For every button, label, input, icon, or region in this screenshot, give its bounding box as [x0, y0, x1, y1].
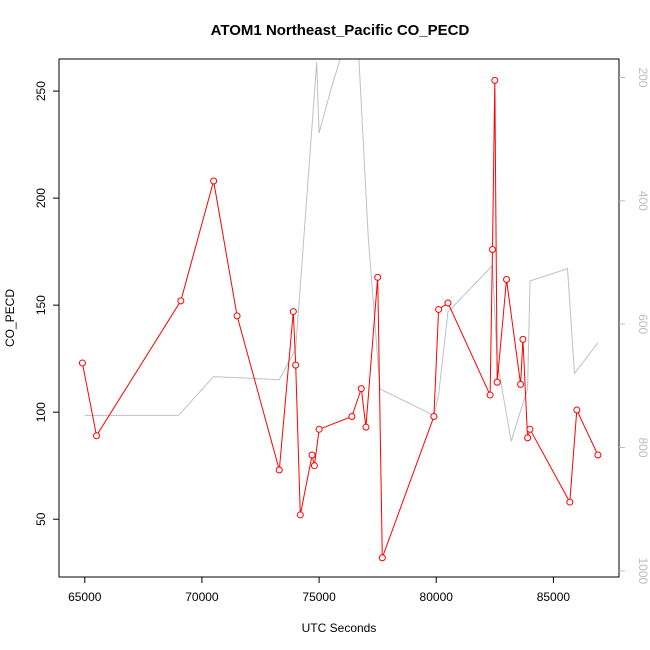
y-tick-label: 100 — [34, 402, 48, 422]
x-tick-label: 75000 — [302, 590, 336, 604]
data-point — [517, 380, 525, 388]
data-point — [348, 412, 356, 420]
data-point — [444, 299, 452, 307]
data-point — [503, 275, 511, 283]
x-axis-label: UTC Seconds — [302, 621, 377, 635]
pressure-line — [84, 59, 599, 442]
plot-frame — [58, 58, 620, 578]
y-tick-label: 200 — [34, 188, 48, 208]
data-point — [310, 462, 318, 470]
data-point — [486, 391, 494, 399]
data-point — [573, 406, 581, 414]
data-point — [296, 511, 304, 519]
data-point — [524, 434, 532, 442]
y2-tick-label: 800 — [636, 437, 650, 457]
chart-title: ATOM1 Northeast_Pacific CO_PECD — [211, 22, 470, 39]
data-point — [493, 378, 501, 386]
data-point — [233, 312, 241, 320]
y2-axis: 200 400 600 800 1000 — [619, 67, 650, 585]
data-point — [210, 177, 218, 185]
data-point — [566, 498, 574, 506]
data-point — [362, 423, 370, 431]
data-point — [491, 76, 499, 84]
x-tick-label: 85000 — [537, 590, 571, 604]
data-point — [430, 412, 438, 420]
data-point — [308, 451, 316, 459]
y2-tick-label: 600 — [636, 314, 650, 334]
data-point — [435, 305, 443, 313]
data-point — [177, 297, 185, 305]
x-tick-label: 80000 — [420, 590, 454, 604]
data-point — [289, 308, 297, 316]
x-axis: 65000 70000 75000 80000 85000 — [68, 577, 570, 604]
data-point — [519, 335, 527, 343]
data-point — [315, 425, 323, 433]
y2-tick-label: 400 — [636, 191, 650, 211]
data-point — [374, 273, 382, 281]
y-tick-label: 250 — [34, 81, 48, 101]
co-pecd-series-layer — [78, 76, 602, 562]
y2-tick-label: 200 — [636, 67, 650, 87]
data-point — [292, 361, 300, 369]
data-point — [275, 466, 283, 474]
data-point — [378, 554, 386, 562]
y-tick-label: 50 — [34, 512, 48, 526]
y2-tick-label: 1000 — [636, 557, 650, 584]
data-point — [488, 246, 496, 254]
data-point — [357, 385, 365, 393]
co-pecd-line — [81, 80, 599, 558]
x-tick-label: 65000 — [68, 590, 102, 604]
data-point — [78, 359, 86, 367]
x-tick-label: 70000 — [185, 590, 219, 604]
data-point — [594, 451, 602, 459]
y-tick-label: 150 — [34, 295, 48, 315]
pressure-series-layer — [84, 59, 599, 442]
data-point — [526, 425, 534, 433]
y-axis: 50 100 150 200 250 — [34, 81, 59, 526]
y-axis-label: CO_PECD — [3, 289, 17, 347]
data-point — [92, 432, 100, 440]
